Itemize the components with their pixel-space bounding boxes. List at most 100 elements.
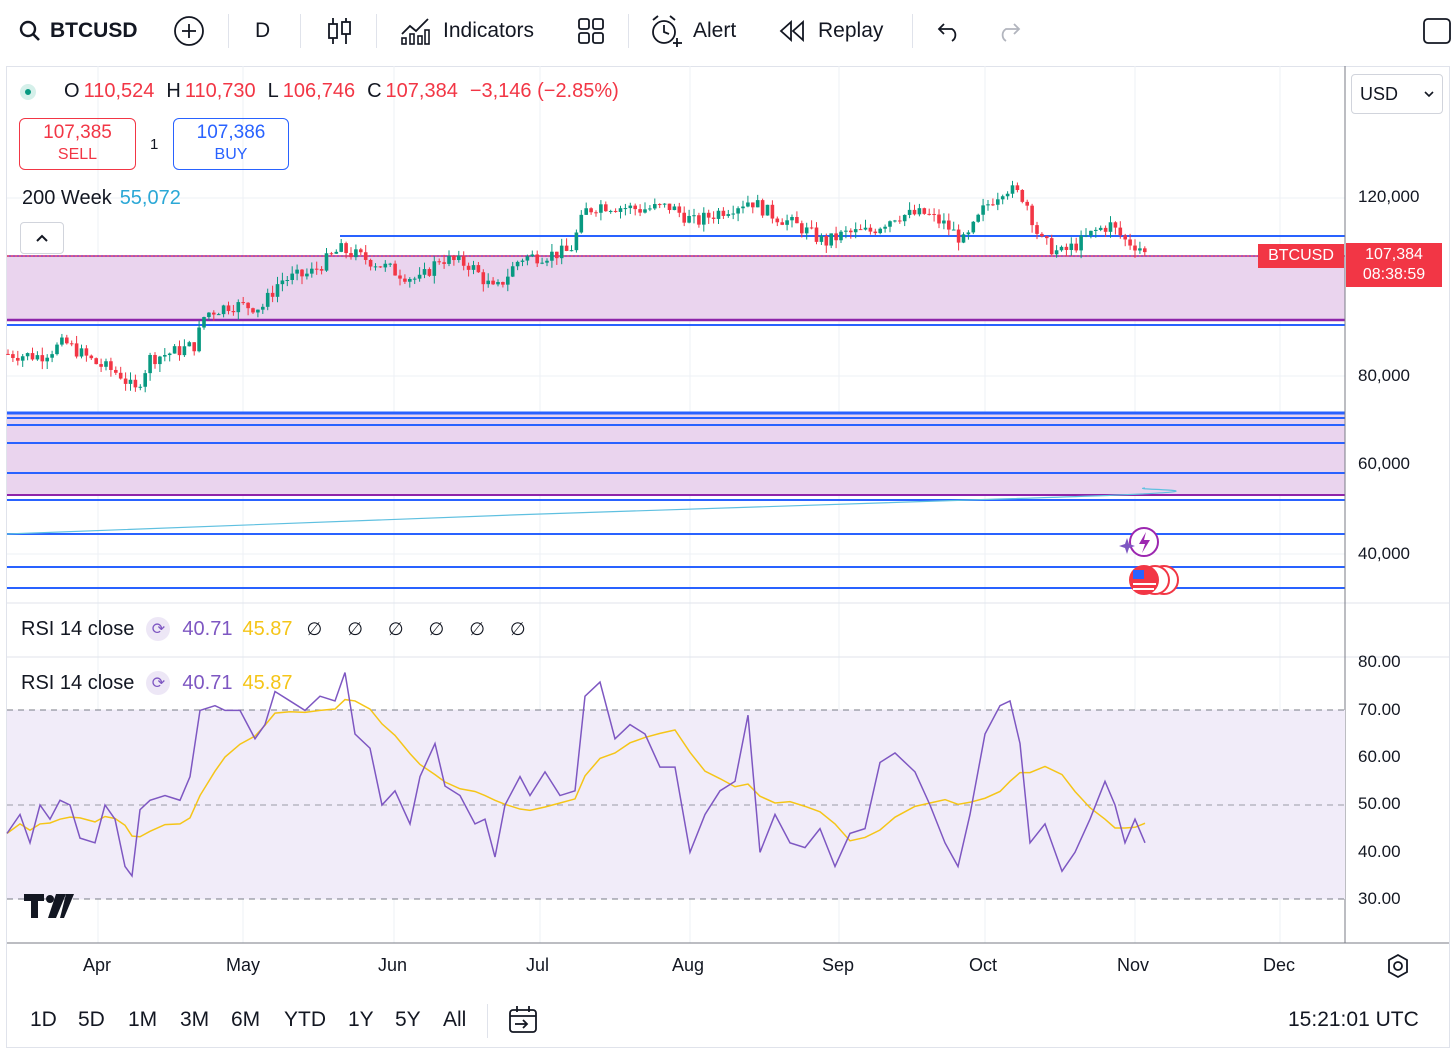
replay-button[interactable]: Replay: [778, 0, 883, 62]
candle-body: [584, 208, 588, 215]
buy-button[interactable]: 107,386 BUY: [173, 118, 289, 170]
candle-body: [461, 255, 466, 266]
candle-body: [961, 234, 966, 243]
order-quantity[interactable]: 1: [150, 136, 159, 153]
candle-body: [986, 204, 990, 206]
candle-body: [118, 372, 123, 379]
candle-body: [731, 213, 735, 215]
range-1d[interactable]: 1D: [30, 1008, 57, 1031]
candle-body: [1035, 225, 1039, 234]
interval-button[interactable]: D: [255, 0, 270, 62]
candle-body: [167, 353, 172, 356]
symbol-search[interactable]: BTCUSD: [18, 0, 138, 62]
buy-price: 107,386: [196, 122, 266, 143]
candle-body: [437, 261, 441, 263]
candle-body: [368, 259, 373, 267]
range-6m[interactable]: 6M: [231, 1008, 261, 1031]
candle-body: [790, 216, 794, 221]
close-label: C: [367, 80, 382, 102]
event-markers[interactable]: [1119, 527, 1179, 595]
candle-body: [491, 280, 495, 285]
candle-body: [540, 262, 544, 264]
support-zones: [7, 256, 1345, 495]
candle-body: [902, 214, 907, 222]
candle-body: [898, 220, 902, 222]
rsi-ma-value: 45.87: [242, 671, 293, 694]
candle-body: [868, 227, 873, 232]
candle-body: [716, 210, 721, 219]
chart-settings-button[interactable]: [1385, 953, 1411, 984]
candle-body: [510, 266, 515, 277]
candle-body: [481, 272, 486, 285]
candle-body: [996, 199, 1000, 205]
candle-body: [623, 208, 628, 210]
candle-body: [452, 256, 456, 261]
toolbar-divider: [228, 14, 229, 48]
rsi-legend-1[interactable]: RSI 14 close ⟳ 40.71 45.87 ∅ ∅ ∅ ∅ ∅ ∅: [21, 617, 536, 641]
candle-body: [829, 233, 833, 246]
chart-type-button[interactable]: [326, 0, 354, 62]
rsi-ma-line: [6, 698, 1146, 842]
range-1y[interactable]: 1Y: [348, 1008, 374, 1031]
candle-body: [839, 231, 843, 241]
candle-body: [305, 273, 309, 277]
undo-button[interactable]: [936, 0, 962, 62]
candle-body: [393, 263, 397, 276]
candle-body: [535, 254, 539, 264]
ma-name: 200 Week: [22, 187, 112, 209]
candle-body: [687, 215, 691, 223]
fullscreen-button[interactable]: [1422, 0, 1452, 62]
candle-body: [496, 282, 500, 285]
candle-body: [314, 268, 319, 270]
collapse-legend-button[interactable]: [20, 222, 64, 254]
layouts-button[interactable]: [577, 0, 605, 62]
candle-body: [383, 263, 388, 268]
currency-select[interactable]: USD: [1351, 74, 1443, 114]
candle-body: [486, 280, 490, 285]
rsi-tick: 80.00: [1358, 652, 1401, 671]
candle-body: [1045, 236, 1049, 239]
candle-body: [1143, 248, 1147, 253]
candle-body: [241, 302, 245, 304]
range-5y[interactable]: 5Y: [395, 1008, 421, 1031]
range-ytd[interactable]: YTD: [284, 1008, 326, 1031]
candle-body: [971, 221, 976, 233]
range-1m[interactable]: 1M: [128, 1008, 158, 1031]
utc-clock[interactable]: 15:21:01 UTC: [1288, 1008, 1419, 1031]
candle-body: [114, 369, 118, 373]
toolbar-divider: [628, 14, 629, 48]
range-all[interactable]: All: [443, 1008, 467, 1031]
candle-body: [447, 256, 451, 264]
market-status-dot[interactable]: [20, 83, 36, 100]
candle-body: [65, 337, 69, 344]
candle-body: [1025, 201, 1029, 206]
candle-body: [1108, 222, 1113, 232]
range-3m[interactable]: 3M: [180, 1008, 210, 1031]
alert-button[interactable]: Alert: [649, 0, 736, 62]
tradingview-logo-icon[interactable]: [24, 892, 74, 928]
candle-body: [765, 204, 770, 216]
ma-legend[interactable]: 200 Week 55,072: [22, 187, 181, 210]
candle-body: [726, 214, 731, 216]
rsi-value: 40.71: [182, 671, 233, 694]
candle-body: [1064, 246, 1069, 250]
rewind-icon: [779, 20, 804, 42]
rsi-value: 40.71: [182, 617, 233, 640]
candle-body: [907, 209, 912, 215]
indicators-button[interactable]: Indicators: [399, 0, 534, 62]
redo-button[interactable]: [996, 0, 1022, 62]
candle-body: [951, 229, 956, 231]
rsi-legend-2[interactable]: RSI 14 close ⟳ 40.71 45.87: [21, 671, 293, 695]
candle-body: [69, 343, 74, 345]
upper-zone: [7, 256, 1345, 320]
date-range-button[interactable]: [507, 1004, 539, 1041]
candle-body: [530, 254, 535, 257]
sell-button[interactable]: 107,385 SELL: [19, 118, 136, 170]
candle-body: [109, 361, 113, 370]
candle-body: [1059, 246, 1064, 251]
candle-body: [74, 343, 79, 357]
compare-symbol-button[interactable]: [173, 0, 205, 62]
search-icon: [19, 20, 40, 41]
range-5d[interactable]: 5D: [78, 1008, 105, 1031]
